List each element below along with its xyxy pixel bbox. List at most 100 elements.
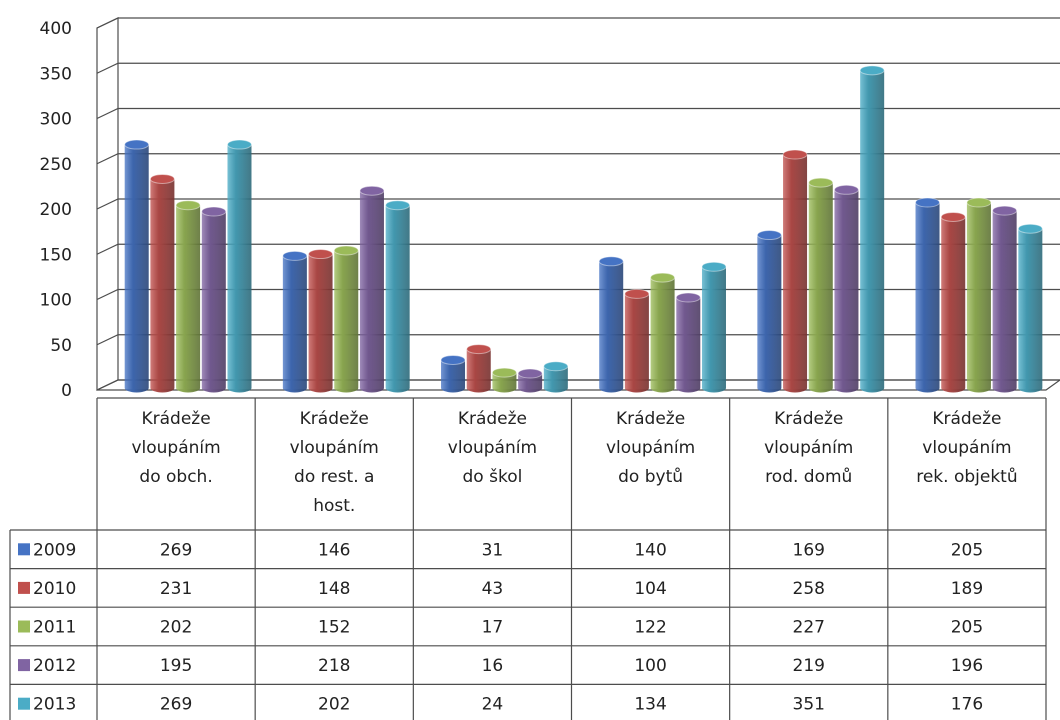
data-label: 219 bbox=[793, 656, 825, 676]
bar-shade bbox=[966, 202, 991, 393]
data-label: 31 bbox=[482, 540, 504, 560]
bar-top bbox=[940, 211, 966, 222]
bar-top bbox=[915, 197, 941, 208]
category-label: do škol bbox=[463, 467, 523, 487]
bar-shade bbox=[492, 372, 517, 393]
gridline bbox=[96, 334, 1060, 346]
data-label: 152 bbox=[318, 618, 350, 638]
bar-top bbox=[756, 230, 782, 241]
data-label: 104 bbox=[634, 579, 666, 599]
category-label: Krádeže bbox=[458, 409, 527, 429]
legend-label: 2013 bbox=[33, 695, 76, 715]
bar-shade bbox=[915, 202, 940, 393]
bar-top bbox=[598, 256, 624, 267]
bar-shade bbox=[441, 359, 466, 393]
bar-shade bbox=[150, 178, 175, 393]
category-label: Krádeže bbox=[616, 409, 685, 429]
data-label: 146 bbox=[318, 540, 350, 560]
y-tick-label: 300 bbox=[40, 110, 72, 130]
category-label: do bytů bbox=[618, 467, 683, 487]
data-label: 205 bbox=[951, 618, 983, 638]
data-label: 176 bbox=[951, 695, 983, 715]
bar-shade bbox=[543, 366, 568, 393]
bar bbox=[226, 139, 252, 393]
bar-shade bbox=[201, 211, 226, 393]
bar bbox=[175, 200, 201, 393]
bar bbox=[359, 185, 385, 393]
bar-top bbox=[650, 272, 676, 283]
gridline bbox=[96, 62, 1060, 74]
legend-swatch bbox=[18, 581, 30, 594]
bar bbox=[282, 250, 308, 393]
bar-top bbox=[517, 368, 543, 379]
bar-top bbox=[491, 367, 517, 378]
bar-top bbox=[226, 139, 252, 150]
category-label: host. bbox=[313, 496, 355, 516]
bar-top bbox=[175, 200, 201, 211]
bar bbox=[149, 173, 175, 393]
bars bbox=[124, 65, 1043, 393]
bar-top bbox=[808, 177, 834, 188]
legend-swatch bbox=[18, 543, 30, 556]
category-label: vloupáním bbox=[448, 438, 537, 458]
bar-shade bbox=[992, 210, 1017, 393]
bar bbox=[756, 230, 782, 393]
bar-top bbox=[333, 245, 359, 256]
gridline bbox=[96, 17, 1060, 29]
data-table: Krádeže vloupáním do obch. Krádeže vloupáním… bbox=[9, 397, 1047, 720]
data-label: 231 bbox=[160, 579, 192, 599]
bar-shade bbox=[466, 349, 491, 393]
bar bbox=[624, 288, 650, 393]
y-tick-label: 100 bbox=[40, 291, 72, 311]
bar-top bbox=[992, 205, 1018, 216]
bar-shade bbox=[227, 144, 252, 393]
gridlines bbox=[96, 17, 1060, 391]
bar bbox=[440, 354, 466, 393]
data-label: 169 bbox=[793, 540, 825, 560]
category-label: rod. domů bbox=[765, 467, 852, 487]
legend-label: 2012 bbox=[33, 656, 76, 676]
bar-top bbox=[859, 65, 885, 76]
data-label: 202 bbox=[160, 618, 192, 638]
bar-shade bbox=[650, 277, 675, 393]
data-label: 269 bbox=[160, 540, 192, 560]
bar-shade bbox=[808, 182, 833, 393]
category-label: vloupáním bbox=[764, 438, 853, 458]
data-label: 134 bbox=[634, 695, 666, 715]
y-tick-label: 350 bbox=[40, 64, 72, 84]
data-label: 140 bbox=[634, 540, 666, 560]
category-label: Krádeže bbox=[141, 409, 210, 429]
legend-swatch bbox=[18, 659, 30, 672]
y-tick-label: 0 bbox=[61, 381, 72, 401]
bar-shade bbox=[359, 190, 384, 393]
gridline bbox=[96, 198, 1060, 210]
data-label: 258 bbox=[793, 579, 825, 599]
bar-top bbox=[308, 249, 334, 260]
category-label: vloupáním bbox=[922, 438, 1011, 458]
legend-swatch bbox=[18, 697, 30, 710]
bar-shade bbox=[834, 189, 859, 393]
bar bbox=[333, 245, 359, 393]
gridline bbox=[96, 243, 1060, 255]
data-label: 195 bbox=[160, 656, 192, 676]
category-label: do rest. a bbox=[294, 467, 374, 487]
bar-shade bbox=[757, 235, 782, 393]
bar bbox=[1017, 223, 1043, 393]
category-label: rek. objektů bbox=[916, 467, 1017, 487]
bar-top bbox=[624, 288, 650, 299]
bar-shade bbox=[124, 144, 149, 393]
data-label: 100 bbox=[634, 656, 666, 676]
bar bbox=[940, 211, 966, 393]
bar bbox=[385, 200, 411, 393]
bar bbox=[124, 139, 150, 393]
y-tick-label: 50 bbox=[50, 336, 72, 356]
y-tick-label: 150 bbox=[40, 245, 72, 265]
gridline bbox=[96, 153, 1060, 165]
category-label: vloupáním bbox=[606, 438, 695, 458]
y-tick-label: 250 bbox=[40, 155, 72, 175]
bar bbox=[201, 206, 227, 393]
bar-top bbox=[701, 261, 727, 272]
bar bbox=[466, 344, 492, 393]
bar bbox=[598, 256, 624, 393]
bar-shade bbox=[624, 293, 649, 393]
